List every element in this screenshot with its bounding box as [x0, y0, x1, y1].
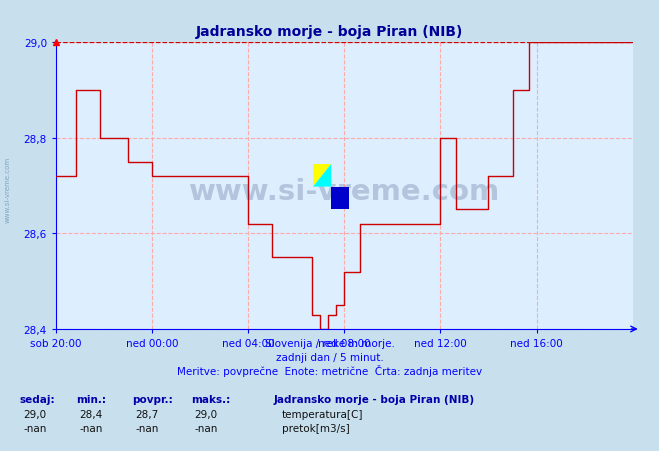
- Text: povpr.:: povpr.:: [132, 395, 173, 405]
- Polygon shape: [313, 165, 331, 187]
- Text: -nan: -nan: [194, 423, 217, 433]
- Text: maks.:: maks.:: [191, 395, 231, 405]
- Text: min.:: min.:: [76, 395, 106, 405]
- Text: Slovenija / reke in morje.: Slovenija / reke in morje.: [264, 338, 395, 348]
- Text: temperatura[C]: temperatura[C]: [282, 409, 364, 419]
- Text: Meritve: povprečne  Enote: metrične  Črta: zadnja meritev: Meritve: povprečne Enote: metrične Črta:…: [177, 364, 482, 377]
- Text: -nan: -nan: [135, 423, 158, 433]
- Text: Jadransko morje - boja Piran (NIB): Jadransko morje - boja Piran (NIB): [196, 25, 463, 39]
- Text: www.si-vreme.com: www.si-vreme.com: [188, 178, 500, 206]
- Text: 29,0: 29,0: [23, 409, 46, 419]
- Text: 28,4: 28,4: [79, 409, 102, 419]
- Text: -nan: -nan: [23, 423, 46, 433]
- Text: 28,7: 28,7: [135, 409, 158, 419]
- Text: Jadransko morje - boja Piran (NIB): Jadransko morje - boja Piran (NIB): [273, 395, 474, 405]
- Text: pretok[m3/s]: pretok[m3/s]: [282, 423, 350, 433]
- Polygon shape: [313, 165, 331, 187]
- Text: zadnji dan / 5 minut.: zadnji dan / 5 minut.: [275, 352, 384, 362]
- Polygon shape: [331, 187, 349, 210]
- Text: sedaj:: sedaj:: [20, 395, 55, 405]
- Text: 29,0: 29,0: [194, 409, 217, 419]
- Text: www.si-vreme.com: www.si-vreme.com: [5, 156, 11, 222]
- Text: -nan: -nan: [79, 423, 102, 433]
